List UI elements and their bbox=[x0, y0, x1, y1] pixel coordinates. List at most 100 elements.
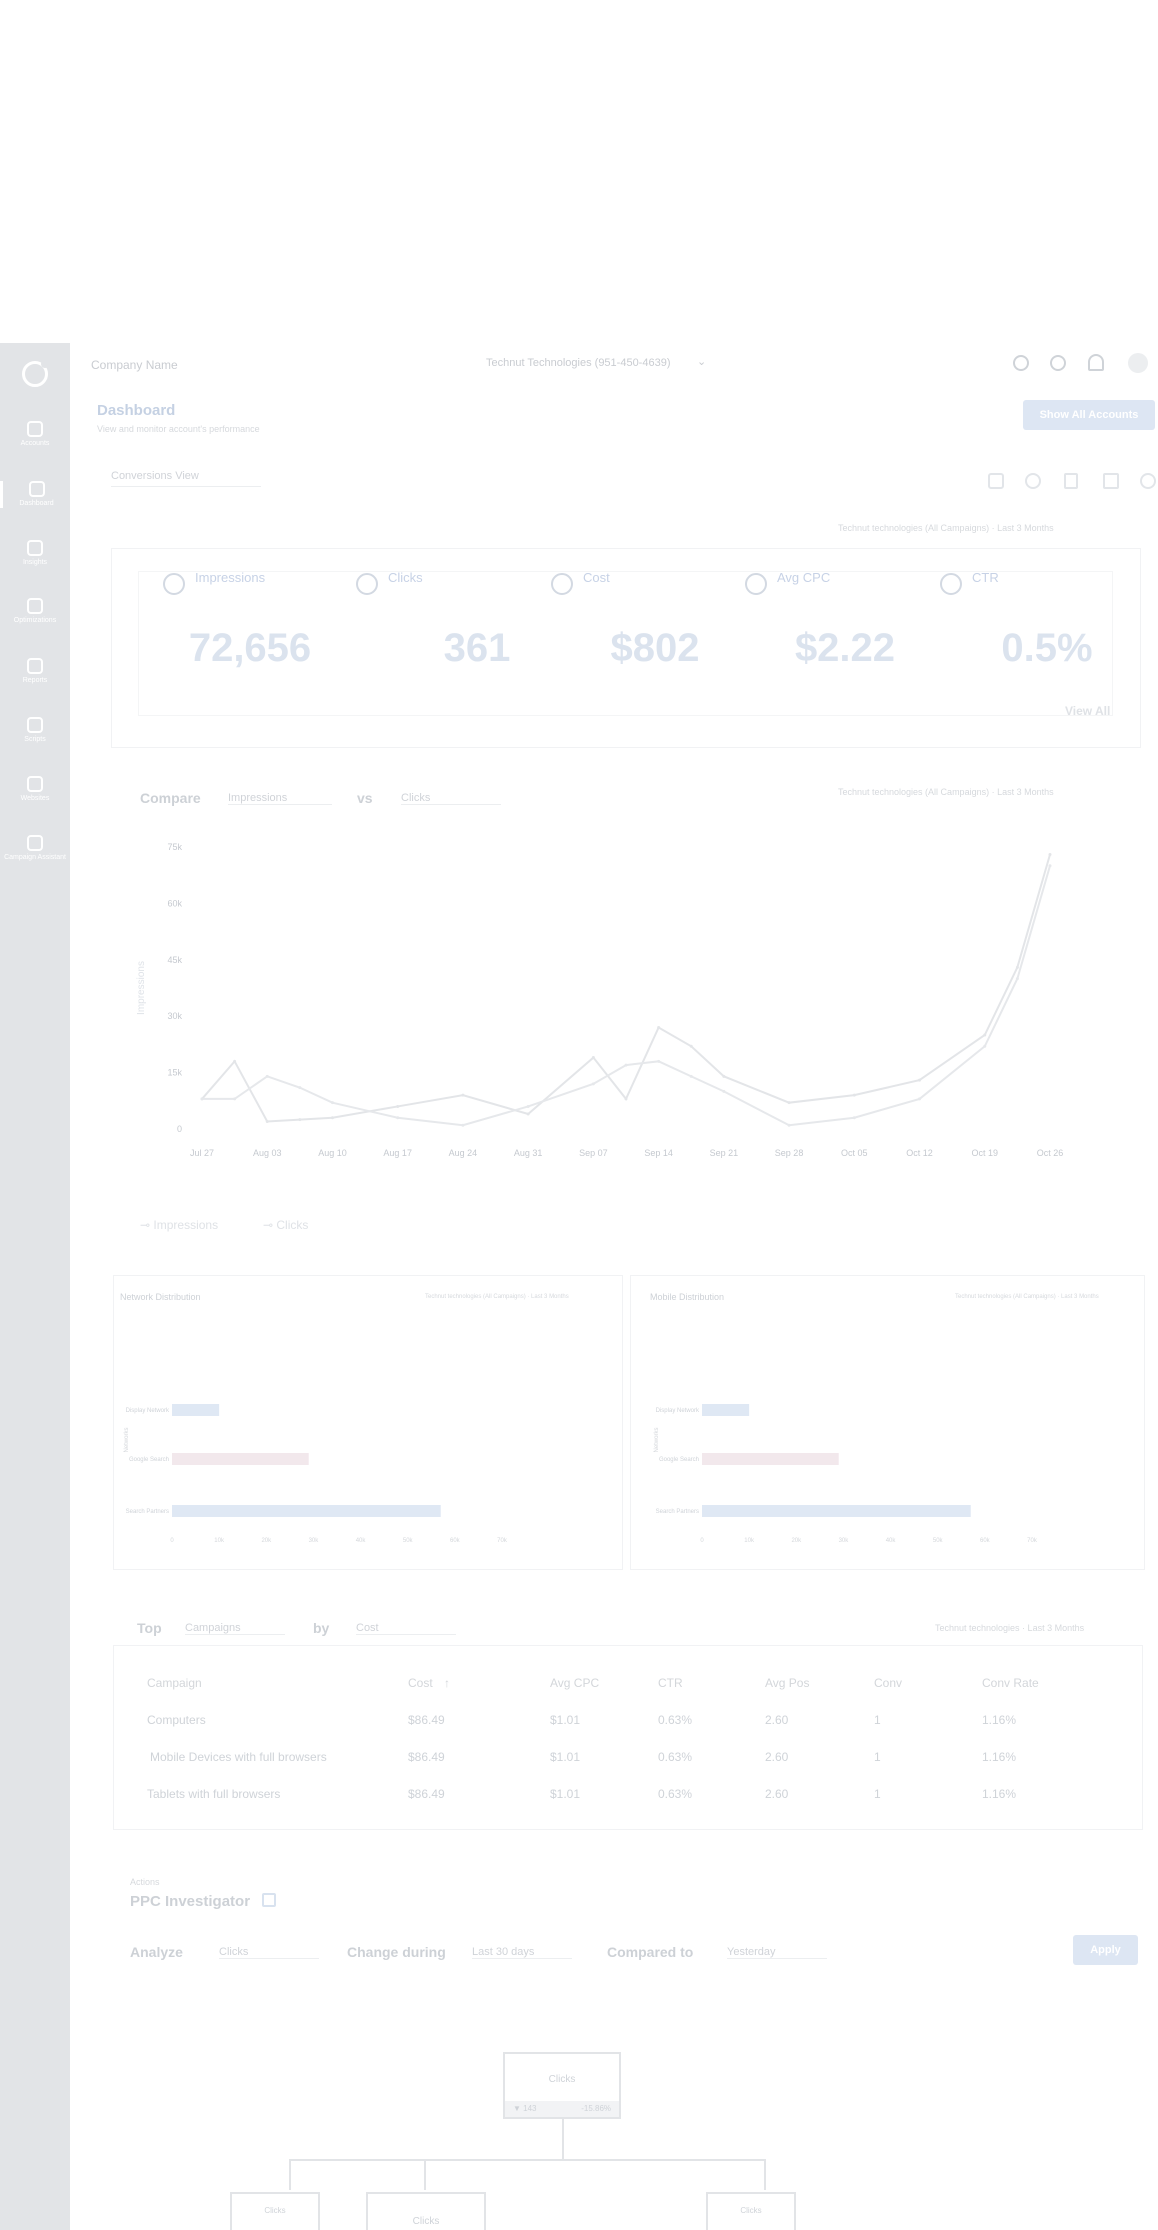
view-all-link[interactable]: View All bbox=[1065, 704, 1111, 718]
data-point bbox=[1015, 977, 1019, 981]
change-during-select[interactable]: Last 30 days bbox=[472, 1946, 572, 1959]
campaign-name[interactable]: Tablets with full browsers bbox=[147, 1787, 281, 1801]
table-cell: 1 bbox=[874, 1713, 881, 1727]
y-axis-label: Networks bbox=[124, 1427, 130, 1452]
sidebar-item-accounts[interactable]: Accounts bbox=[0, 421, 70, 448]
bell-icon[interactable] bbox=[1088, 354, 1104, 371]
legend-impressions-label: Impressions bbox=[153, 1218, 219, 1232]
tree-child-node[interactable]: Clicks bbox=[366, 2192, 486, 2230]
view-select[interactable]: Conversions View bbox=[111, 470, 261, 487]
column-header[interactable]: Avg Pos bbox=[765, 1676, 810, 1690]
bar[interactable] bbox=[702, 1453, 839, 1465]
search-icon[interactable] bbox=[1013, 355, 1029, 371]
x-tick-label: Sep 14 bbox=[644, 1148, 673, 1158]
compared-to-label: Compared to bbox=[607, 1944, 694, 1960]
data-point bbox=[1015, 965, 1019, 969]
sidebar-item-scripts[interactable]: Scripts bbox=[0, 717, 70, 744]
table-cell: 1.16% bbox=[982, 1787, 1017, 1801]
sidebar-item-reports[interactable]: Reports bbox=[0, 658, 70, 685]
tree-root-percent: -15.86% bbox=[581, 2104, 611, 2113]
column-header[interactable]: CTR bbox=[658, 1676, 683, 1690]
column-header[interactable]: Cost bbox=[408, 1676, 433, 1690]
column-header[interactable]: Avg CPC bbox=[550, 1676, 600, 1690]
table-cell: $86.49 bbox=[408, 1750, 445, 1764]
x-tick-label: Oct 05 bbox=[841, 1148, 868, 1158]
data-point bbox=[526, 1112, 530, 1116]
table-cell: $1.01 bbox=[550, 1713, 581, 1727]
tree-root-node[interactable]: Clicks ▼ 143 -15.86% bbox=[503, 2052, 621, 2119]
column-header[interactable]: Campaign bbox=[147, 1676, 202, 1690]
tree-root-label: Clicks bbox=[548, 2074, 576, 2085]
x-tick-label: Aug 03 bbox=[253, 1148, 282, 1158]
bar[interactable] bbox=[172, 1404, 220, 1416]
data-point bbox=[918, 1078, 922, 1082]
bar[interactable] bbox=[172, 1505, 441, 1517]
sidebar-item-optimizations[interactable]: Optimizations bbox=[0, 598, 70, 625]
campaign-name[interactable]: Computers bbox=[147, 1713, 206, 1727]
show-all-accounts-button[interactable]: Show All Accounts bbox=[1023, 400, 1155, 430]
y-tick-label: 60k bbox=[167, 898, 182, 908]
compare-metric2-select[interactable]: Clicks bbox=[401, 792, 501, 805]
websites-icon bbox=[27, 776, 43, 792]
column-header[interactable]: Conv Rate bbox=[982, 1676, 1039, 1690]
edit-icon[interactable] bbox=[1103, 473, 1119, 489]
category-label: Display Network bbox=[656, 1408, 700, 1414]
table-cell: 0.63% bbox=[658, 1750, 693, 1764]
data-point bbox=[461, 1093, 465, 1097]
accounts-icon bbox=[27, 421, 43, 437]
network-scope: Technut technologies (All Campaigns) · L… bbox=[425, 1294, 569, 1300]
sidebar-item-dashboard[interactable]: Dashboard bbox=[0, 481, 70, 508]
tree-child-node[interactable]: Clicks bbox=[706, 2192, 796, 2230]
kpi-label: Avg CPC bbox=[777, 570, 831, 585]
kpi-label: Clicks bbox=[388, 570, 423, 585]
account-selector[interactable]: Technut Technologies (951-450-4639) bbox=[486, 357, 671, 369]
logo-icon[interactable] bbox=[22, 360, 49, 387]
kpi-label: Cost bbox=[583, 570, 610, 585]
document-icon[interactable] bbox=[1064, 473, 1078, 489]
legend-clicks[interactable]: ⊸ Clicks bbox=[263, 1218, 309, 1232]
sidebar-item-label: Websites bbox=[20, 795, 50, 802]
avatar[interactable] bbox=[1128, 353, 1148, 373]
table-cell: $1.01 bbox=[550, 1787, 581, 1801]
category-label: Search Partners bbox=[656, 1509, 699, 1515]
top-table-card bbox=[113, 1645, 1143, 1830]
sidebar-item-insights[interactable]: Insights bbox=[0, 540, 70, 567]
data-point bbox=[657, 1059, 661, 1063]
sparkle-icon[interactable] bbox=[988, 473, 1004, 489]
category-label: Google Search bbox=[659, 1457, 699, 1463]
top-scope: Technut technologies · Last 3 Months bbox=[935, 1623, 1085, 1633]
column-header[interactable]: Conv bbox=[874, 1676, 903, 1690]
top-metric-select[interactable]: Cost bbox=[356, 1622, 456, 1635]
series-line-impressions bbox=[201, 854, 1051, 1123]
compared-to-select[interactable]: Yesterday bbox=[727, 1946, 827, 1959]
chevron-down-icon[interactable]: ⌄ bbox=[697, 356, 707, 368]
sidebar-item-label: Accounts bbox=[20, 440, 50, 447]
edit-icon[interactable] bbox=[262, 1893, 276, 1907]
sidebar-item-label: Campaign Assistant bbox=[4, 854, 66, 861]
bar[interactable] bbox=[702, 1404, 750, 1416]
bar[interactable] bbox=[172, 1453, 309, 1465]
mobile-distribution-title: Mobile Distribution bbox=[650, 1292, 725, 1302]
series-line-clicks bbox=[202, 865, 1051, 1127]
sidebar-item-websites[interactable]: Websites bbox=[0, 776, 70, 803]
campaign-name[interactable]: Mobile Devices with full browsers bbox=[150, 1750, 327, 1764]
x-tick-label: Sep 28 bbox=[775, 1148, 804, 1158]
data-point bbox=[330, 1101, 334, 1105]
legend-impressions[interactable]: ⊸ Impressions bbox=[140, 1218, 219, 1232]
refresh-icon[interactable] bbox=[1025, 473, 1041, 489]
top-dimension-select[interactable]: Campaigns bbox=[185, 1622, 285, 1635]
sidebar-item-campaign-assistant[interactable]: Campaign Assistant bbox=[0, 835, 70, 862]
analyze-select[interactable]: Clicks bbox=[219, 1946, 319, 1959]
bar[interactable] bbox=[702, 1505, 971, 1517]
data-point bbox=[1048, 853, 1052, 857]
data-point bbox=[722, 1089, 726, 1093]
x-tick-label: Aug 24 bbox=[449, 1148, 478, 1158]
compare-metric1-select[interactable]: Impressions bbox=[228, 792, 332, 805]
tree-connectors bbox=[289, 2118, 766, 2190]
gear-icon[interactable] bbox=[1140, 473, 1156, 489]
sidebar-item-label: Optimizations bbox=[13, 617, 57, 624]
help-icon[interactable] bbox=[1050, 355, 1066, 371]
data-point bbox=[265, 1074, 269, 1078]
apply-button[interactable]: Apply bbox=[1073, 1935, 1138, 1965]
tree-child-node[interactable]: Clicks bbox=[230, 2192, 320, 2230]
